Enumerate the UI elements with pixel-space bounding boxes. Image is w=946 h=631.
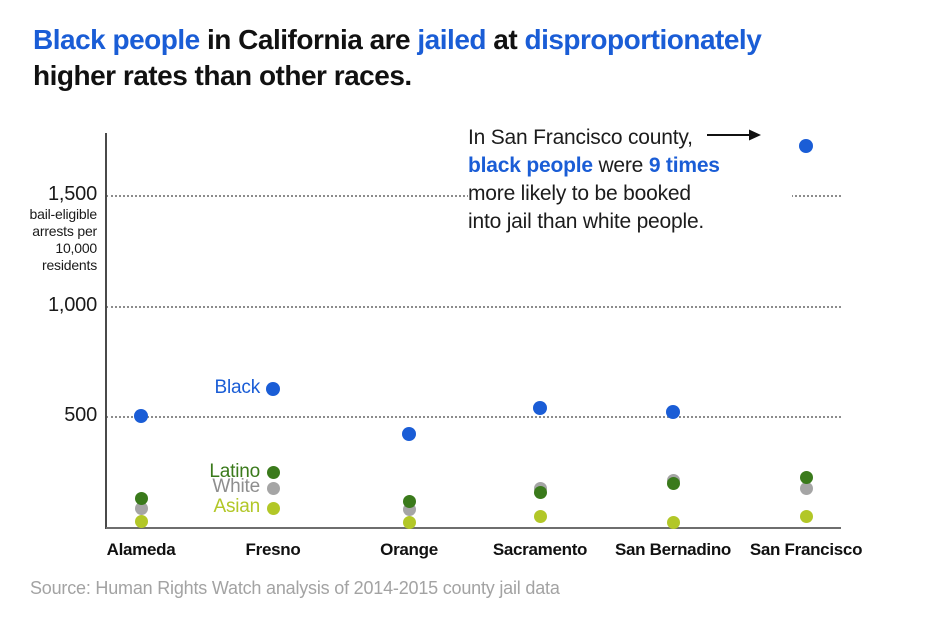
series-label-white: White: [212, 476, 260, 498]
annotation-line-3: more likely to be booked: [468, 182, 691, 206]
series-label-black: Black: [214, 376, 261, 398]
x-axis-baseline: [106, 527, 841, 529]
dot-black-orange: [402, 426, 416, 441]
series-label-latino: Latino: [209, 460, 260, 482]
dot-black-alameda: [134, 409, 148, 424]
y-axis-line: [105, 133, 107, 529]
dot-white-alameda: [134, 501, 148, 515]
title-highlight-disproportionately: disproportionately: [524, 24, 762, 55]
dot-asian-alameda: [134, 514, 148, 528]
title-highlight-jailed: jailed: [417, 24, 486, 55]
dot-asian-orange: [402, 515, 416, 529]
arrow-icon: [706, 122, 761, 150]
dot-latino-fresno: [266, 466, 280, 480]
dot-latino-alameda: [134, 491, 148, 505]
plot-area: [105, 133, 841, 529]
title-line2: higher rates than other races.: [33, 60, 412, 91]
dot-asian-sacramento: [533, 510, 547, 524]
annotation-line-2: black people were 9 times: [468, 154, 720, 178]
dot-latino-orange: [402, 494, 416, 508]
title-highlight-black-people: Black people: [33, 24, 200, 55]
dot-black-sacramento: [533, 401, 547, 416]
x-tick-label-san-bernadino: San Bernadino: [614, 540, 732, 559]
x-tick-label-alameda: Alameda: [106, 540, 176, 559]
x-tick-label-san-francisco: San Francisco: [749, 540, 863, 559]
dot-white-fresno: [266, 481, 280, 495]
x-tick-label-orange: Orange: [380, 540, 438, 559]
y-axis-unit-label: bail-eligible arrests per 10,000 residen…: [29, 206, 98, 273]
y-tick-label-1,500: 1,500: [47, 182, 97, 205]
gridline-500: [106, 416, 841, 419]
annotation-line-4: into jail than white people.: [468, 210, 705, 234]
dot-black-san-bernadino: [666, 404, 680, 419]
title-text: in California are: [199, 24, 418, 55]
annotation-line-1: In San Francisco county,: [468, 124, 792, 152]
source-credit: Source: Human Rights Watch analysis of 2…: [30, 578, 560, 598]
series-label-asian: Asian: [213, 496, 260, 518]
dot-latino-san-bernadino: [666, 477, 680, 491]
dot-latino-sacramento: [533, 486, 547, 500]
dot-latino-san-francisco: [799, 470, 813, 484]
title-text-2: at: [486, 24, 525, 55]
dot-asian-fresno: [266, 501, 280, 515]
chart-title: Black people in California are jailed at…: [33, 22, 928, 94]
dot-asian-san-bernadino: [666, 515, 680, 529]
y-tick-label-500: 500: [64, 404, 97, 427]
x-tick-label-fresno: Fresno: [245, 540, 301, 559]
annotation: In San Francisco county, black people we…: [468, 124, 792, 237]
dot-asian-san-francisco: [799, 510, 813, 524]
dot-black-san-francisco: [799, 139, 813, 154]
y-tick-label-1,000: 1,000: [47, 293, 97, 316]
dot-black-fresno: [266, 381, 280, 396]
gridline-1,000: [106, 305, 841, 308]
x-tick-label-sacramento: Sacramento: [492, 540, 588, 559]
dot-white-san-francisco: [799, 481, 813, 495]
